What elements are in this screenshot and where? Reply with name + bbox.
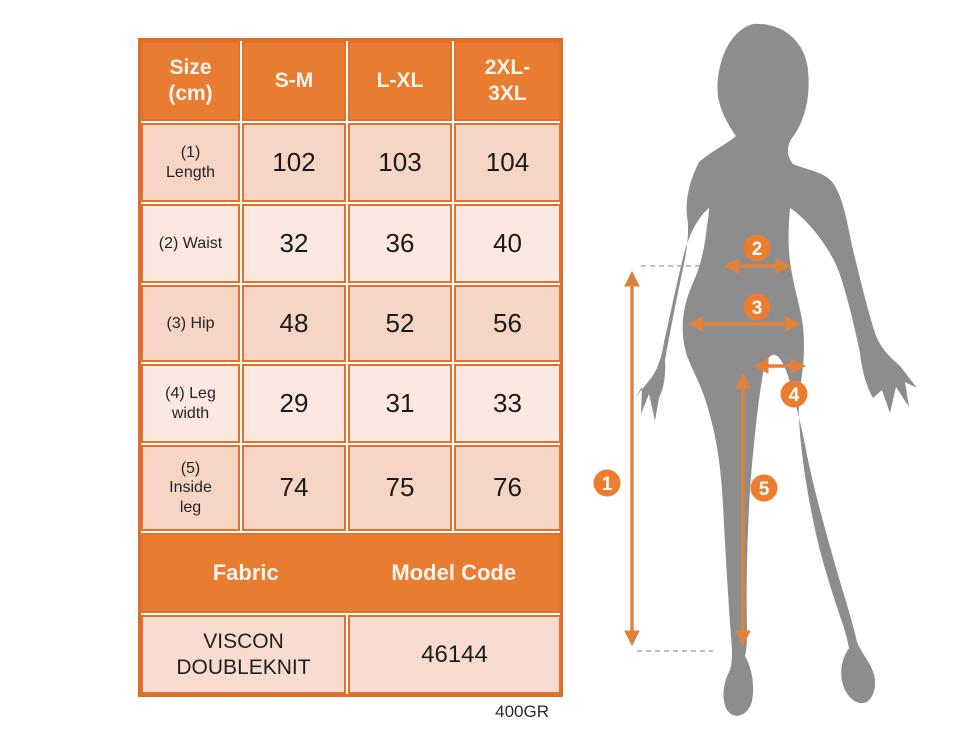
svg-text:2: 2: [752, 239, 763, 260]
cell-inside-leg-sm: 74: [242, 445, 346, 531]
row-label-waist: (2) Waist: [141, 204, 240, 283]
svg-text:3: 3: [752, 298, 763, 319]
cell-leg-width-2xl3xl: 33: [454, 364, 561, 443]
cell-waist-2xl3xl: 40: [454, 204, 561, 283]
cell-hip-sm: 48: [242, 285, 346, 362]
body-silhouette: [635, 23, 917, 716]
header-2xl-3xl: 2XL- 3XL: [454, 41, 561, 121]
size-chart-table: Size (cm) S-M L-XL 2XL- 3XL (1) Length 1…: [138, 38, 563, 697]
cell-leg-width-lxl: 31: [348, 364, 452, 443]
figure-svg: 1 2 3 4 5: [593, 23, 917, 716]
header-l-xl: L-XL: [348, 41, 452, 121]
marker-1: 1: [593, 469, 621, 497]
marker-3: 3: [743, 293, 771, 321]
cell-waist-sm: 32: [242, 204, 346, 283]
cell-hip-2xl3xl: 56: [454, 285, 561, 362]
marker-2: 2: [743, 234, 771, 262]
fabric-value-cell: VISCON DOUBLEKNIT: [141, 615, 346, 694]
cell-leg-width-sm: 29: [242, 364, 346, 443]
cell-length-2xl3xl: 104: [454, 123, 561, 202]
marker-5: 5: [750, 474, 778, 502]
svg-text:1: 1: [602, 474, 613, 495]
cell-hip-lxl: 52: [348, 285, 452, 362]
row-label-hip: (3) Hip: [141, 285, 240, 362]
cell-length-sm: 102: [242, 123, 346, 202]
header-s-m: S-M: [242, 41, 346, 121]
row-label-inside-leg: (5) Inside leg: [141, 445, 240, 531]
measurement-figure: 1 2 3 4 5: [585, 20, 955, 732]
cell-length-lxl: 103: [348, 123, 452, 202]
svg-text:5: 5: [759, 479, 770, 500]
fabric-header-label: Fabric: [212, 560, 279, 585]
header-size-cm: Size (cm): [141, 41, 240, 121]
svg-text:4: 4: [789, 385, 800, 406]
fabric-modelcode-header-row: Fabric Model Code: [141, 533, 561, 613]
row-label-length: (1) Length: [141, 123, 240, 202]
marker-4: 4: [780, 380, 808, 408]
cell-inside-leg-lxl: 75: [348, 445, 452, 531]
cell-waist-lxl: 36: [348, 204, 452, 283]
weight-note: 400GR: [495, 702, 549, 721]
model-code-header-label: Model Code: [391, 560, 517, 585]
row-label-leg-width: (4) Leg width: [141, 364, 240, 443]
cell-inside-leg-2xl3xl: 76: [454, 445, 561, 531]
model-code-value-cell: 46144: [348, 615, 561, 694]
